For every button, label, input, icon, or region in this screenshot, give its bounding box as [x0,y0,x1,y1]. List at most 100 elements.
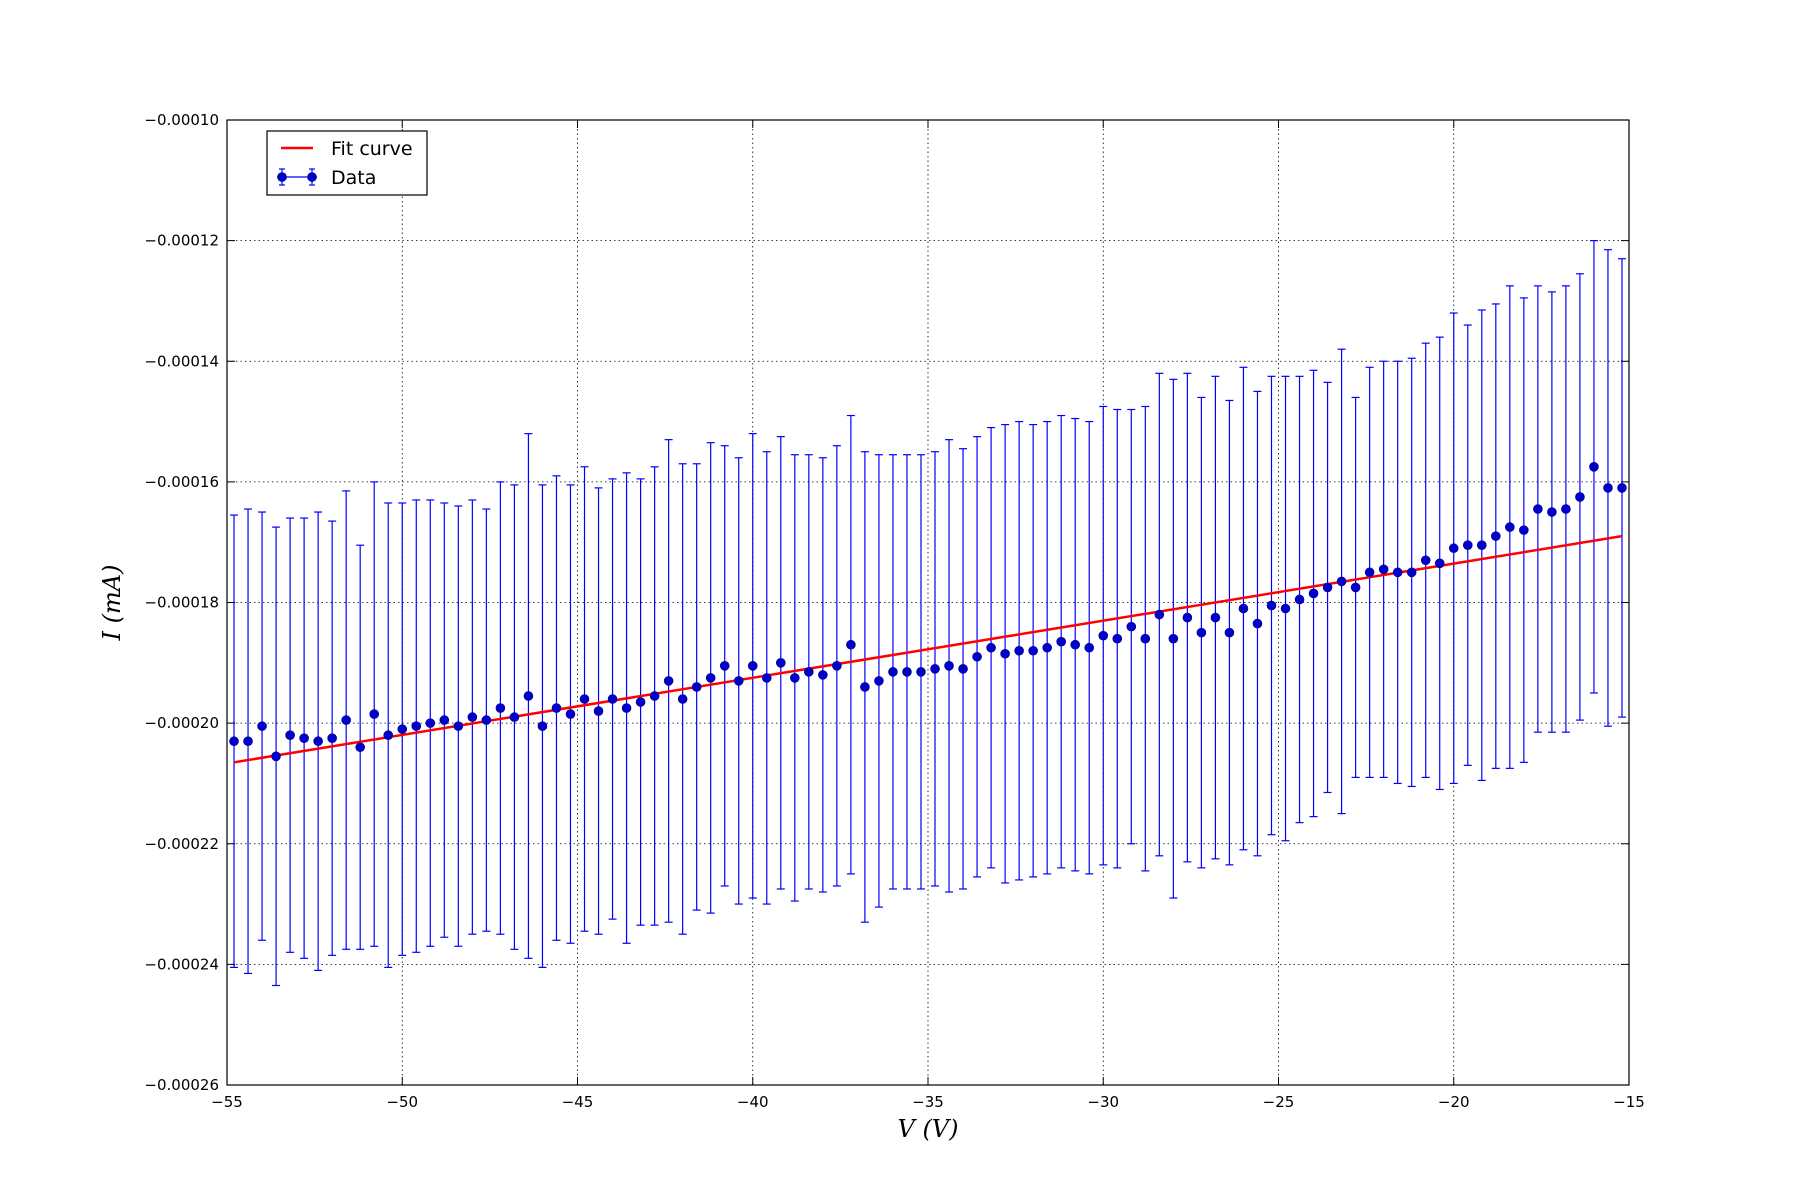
data-point [691,682,702,692]
legend-data-swatch-marker [307,172,317,182]
data-point [1519,525,1529,535]
data-point [916,667,926,677]
data-point [874,676,884,686]
x-tick-label: −45 [562,1093,594,1111]
data-point [1042,642,1052,653]
data-point [804,667,814,677]
data-point [1168,633,1179,644]
legend-data-swatch-marker [277,172,287,182]
y-axis-label: I (mA) [98,565,126,642]
data-point [1505,522,1515,532]
data-point [1028,645,1038,656]
y-tick-label: −0.00020 [144,714,219,732]
data-point [733,676,744,686]
data-point [1000,648,1010,659]
y-axis-ticks: −0.00010 −0.00012 −0.00014 −0.00016 −0.00018… [144,111,1629,1094]
data-point [439,715,450,725]
data-point [257,721,267,731]
data-point [1364,567,1375,578]
data-point [383,730,394,740]
data-point [1266,600,1277,611]
data-point [1140,633,1151,644]
data-point [467,712,478,722]
x-tick-label: −35 [912,1093,944,1111]
y-tick-label: −0.00014 [144,352,219,370]
x-axis-label: V (V) [897,1115,958,1143]
data-point [705,673,716,683]
data-point [944,661,954,671]
data-point [495,703,506,713]
data-point [1533,504,1543,514]
data-point [593,706,604,716]
data-point [677,694,688,704]
data-point [397,724,408,734]
data-point [663,676,674,686]
x-tick-label: −40 [737,1093,769,1111]
data-point [1547,507,1557,517]
data-point [635,697,646,707]
data-point [775,658,786,668]
data-point [1434,558,1445,569]
fit-curve-line [233,534,1623,764]
data-point [411,721,422,731]
data-point [649,691,660,701]
data-point [579,694,590,704]
y-tick-label: −0.00022 [144,835,219,853]
x-tick-label: −55 [211,1093,243,1111]
data-point [930,664,940,674]
data-point [972,651,982,662]
legend-box [266,130,428,196]
y-tick-label: −0.00026 [144,1076,219,1094]
data-point [1561,504,1571,514]
data-point [299,733,309,744]
legend-fit-label: Fit curve [331,138,413,160]
data-point [621,703,632,713]
data-point [523,691,534,701]
data-point [1014,645,1024,656]
data-point [369,709,380,719]
data-point [818,670,828,680]
data-point [1462,540,1473,551]
data-point [1308,588,1319,599]
x-tick-label: −20 [1438,1093,1470,1111]
data-point [958,664,968,674]
data-point [565,709,576,719]
data-point [537,721,548,731]
data-point [229,736,239,747]
data-point [832,661,842,671]
data-point [719,661,730,671]
data-point [607,694,618,704]
data-point [790,673,800,683]
data-point [1350,582,1361,593]
data-point [1448,543,1459,554]
data-point [747,661,758,671]
data-point [1126,621,1137,632]
data-points [229,461,1627,762]
data-point [761,673,772,683]
x-tick-label: −30 [1087,1093,1119,1111]
data-point [1210,612,1221,623]
data-point [1589,461,1599,472]
data-point [1238,603,1249,614]
x-tick-label: −50 [386,1093,418,1111]
data-point [1182,612,1193,623]
data-point [285,730,295,740]
data-point [243,736,253,747]
data-point [1280,603,1291,614]
data-point [1098,630,1109,641]
data-point [888,667,898,677]
data-point [1056,636,1066,647]
data-point [1294,594,1305,605]
data-point [1406,567,1417,578]
data-point [313,736,323,747]
data-point [1224,627,1235,638]
data-point [1336,576,1347,587]
x-tick-label: −25 [1263,1093,1295,1111]
data-point [453,721,464,731]
data-point [1575,492,1585,502]
y-tick-label: −0.00018 [144,594,219,612]
legend-data-label: Data [331,167,376,189]
data-point [1420,555,1431,566]
